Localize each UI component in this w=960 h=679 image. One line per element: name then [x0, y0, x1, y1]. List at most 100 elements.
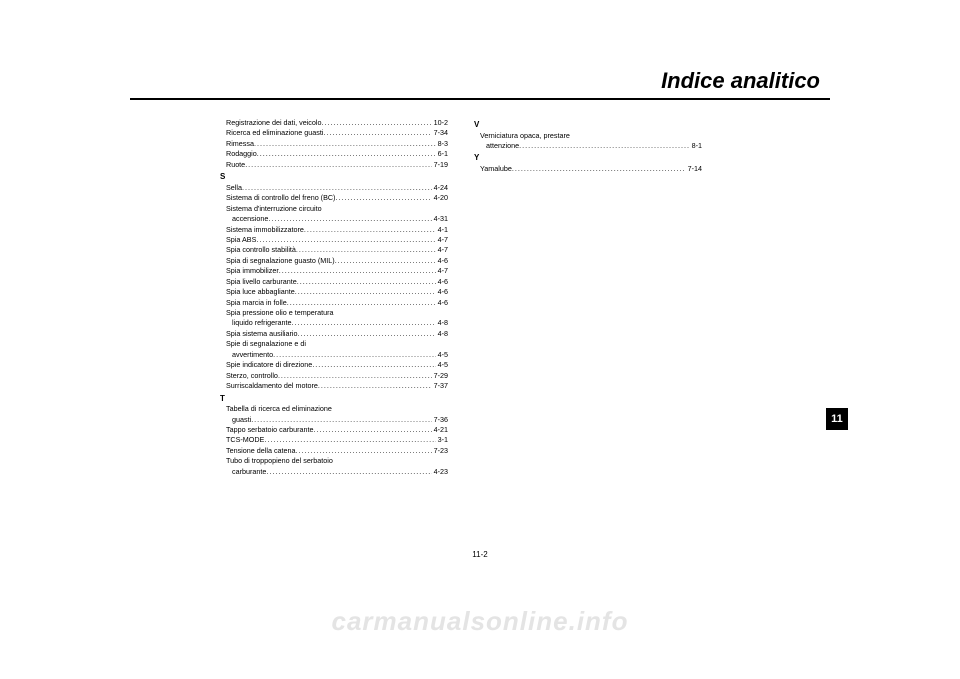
index-entry: TCS-MODE 3-1 [220, 435, 448, 445]
index-entry: Spia luce abbagliante 4-6 [220, 287, 448, 297]
index-entry-label: Ruote [226, 160, 245, 170]
index-entry-label: Tubo di troppopieno del serbatoio [226, 456, 333, 466]
index-entry: Sistema d'interruzione circuito [220, 204, 448, 214]
index-entry: Spia pressione olio e temperatura [220, 308, 448, 318]
index-entry-continuation: avvertimento 4-5 [220, 350, 448, 360]
index-entry-label: Sella [226, 183, 242, 193]
index-entry-label: Spie indicatore di direzione [226, 360, 312, 370]
index-entry-label: Registrazione dei dati, veicolo [226, 118, 322, 128]
page-number: 11-2 [0, 550, 960, 559]
index-entry: Spia ABS 4-7 [220, 235, 448, 245]
index-entry-label: Sistema d'interruzione circuito [226, 204, 322, 214]
index-entry-label: Spie di segnalazione e di [226, 339, 306, 349]
leader-dots [318, 381, 432, 391]
leader-dots [273, 350, 435, 360]
index-entry: Surriscaldamento del motore 7-37 [220, 381, 448, 391]
index-entry: Spie indicatore di direzione 4-5 [220, 360, 448, 370]
index-entry-label: Spia marcia in folle [226, 298, 287, 308]
page-ref: 4-24 [432, 183, 448, 193]
index-entry: Spia livello carburante 4-6 [220, 277, 448, 287]
page-ref: 10-2 [432, 118, 448, 128]
index-letter: T [220, 393, 448, 405]
leader-dots [314, 425, 432, 435]
page-ref: 4-31 [432, 214, 448, 224]
index-entry-label: Spia di segnalazione guasto (MIL) [226, 256, 335, 266]
index-entry-label: Spia sistema ausiliario [226, 329, 298, 339]
index-entry: Rimessa 8-3 [220, 139, 448, 149]
leader-dots [256, 235, 435, 245]
page-ref: 4-7 [436, 266, 448, 276]
index-content: Registrazione dei dati, veicolo 10-2Rice… [220, 118, 820, 477]
index-entry-label: Yamalube [480, 164, 512, 174]
index-entry-label: Sistema immobilizzatore [226, 225, 304, 235]
index-column-2: VVerniciatura opaca, prestareattenzione … [474, 118, 702, 477]
index-entry-label: attenzione [486, 141, 519, 151]
index-entry: Ricerca ed eliminazione guasti 7-34 [220, 128, 448, 138]
index-entry: Rodaggio 6-1 [220, 149, 448, 159]
page-ref: 7-14 [686, 164, 702, 174]
leader-dots [245, 160, 431, 170]
page-ref: 4-6 [436, 277, 448, 287]
index-entry-label: Ricerca ed eliminazione guasti [226, 128, 323, 138]
index-entry: Spie di segnalazione e di [220, 339, 448, 349]
leader-dots [251, 415, 431, 425]
index-entry-label: Rimessa [226, 139, 254, 149]
page-ref: 4-6 [436, 287, 448, 297]
page-ref: 6-1 [436, 149, 448, 159]
index-entry-label: Spia pressione olio e temperatura [226, 308, 333, 318]
page-ref: 7-34 [432, 128, 448, 138]
page-ref: 4-7 [436, 235, 448, 245]
index-entry-continuation: accensione 4-31 [220, 214, 448, 224]
leader-dots [268, 214, 431, 224]
leader-dots [295, 287, 436, 297]
index-entry-label: Rodaggio [226, 149, 257, 159]
page-ref: 4-20 [432, 193, 448, 203]
leader-dots [278, 371, 432, 381]
index-entry-label: Spia ABS [226, 235, 256, 245]
page-ref: 4-6 [436, 256, 448, 266]
leader-dots [322, 118, 432, 128]
page-ref: 4-8 [436, 318, 448, 328]
index-letter: Y [474, 152, 702, 164]
page-title: Indice analitico [661, 68, 820, 94]
page-ref: 4-7 [436, 245, 448, 255]
page-ref: 4-1 [436, 225, 448, 235]
leader-dots [298, 329, 436, 339]
index-column-1: Registrazione dei dati, veicolo 10-2Rice… [220, 118, 448, 477]
index-entry-continuation: liquido refrigerante 4-8 [220, 318, 448, 328]
page-ref: 7-37 [432, 381, 448, 391]
index-entry-continuation: guasti 7-36 [220, 415, 448, 425]
page-ref: 4-5 [436, 350, 448, 360]
index-entry-continuation: attenzione 8-1 [474, 141, 702, 151]
index-entry-label: Spia livello carburante [226, 277, 297, 287]
index-entry: Spia immobilizer 4-7 [220, 266, 448, 276]
leader-dots [279, 266, 436, 276]
index-entry: Registrazione dei dati, veicolo 10-2 [220, 118, 448, 128]
index-entry: Spia di segnalazione guasto (MIL) 4-6 [220, 256, 448, 266]
index-entry-label: Sistema di controllo del freno (BC) [226, 193, 335, 203]
page: Indice analitico Registrazione dei dati,… [0, 0, 960, 679]
leader-dots [242, 183, 432, 193]
page-ref: 7-19 [432, 160, 448, 170]
page-ref: 7-36 [432, 415, 448, 425]
leader-dots [296, 446, 432, 456]
leader-dots [519, 141, 689, 151]
index-entry-label: Sterzo, controllo [226, 371, 278, 381]
index-entry: Tabella di ricerca ed eliminazione [220, 404, 448, 414]
leader-dots [297, 277, 436, 287]
index-entry: Sistema di controllo del freno (BC) 4-20 [220, 193, 448, 203]
index-entry: Spia controllo stabilità 4-7 [220, 245, 448, 255]
leader-dots [512, 164, 686, 174]
index-entry: Sistema immobilizzatore 4-1 [220, 225, 448, 235]
index-entry-label: avvertimento [232, 350, 273, 360]
index-entry-label: TCS-MODE [226, 435, 264, 445]
index-entry-label: Tabella di ricerca ed eliminazione [226, 404, 332, 414]
page-ref: 7-29 [432, 371, 448, 381]
index-entry-label: liquido refrigerante [232, 318, 292, 328]
page-ref: 3-1 [436, 435, 448, 445]
index-entry: Tappo serbatoio carburante 4-21 [220, 425, 448, 435]
index-entry: Sella 4-24 [220, 183, 448, 193]
leader-dots [335, 256, 436, 266]
page-ref: 4-8 [436, 329, 448, 339]
index-entry: Ruote 7-19 [220, 160, 448, 170]
